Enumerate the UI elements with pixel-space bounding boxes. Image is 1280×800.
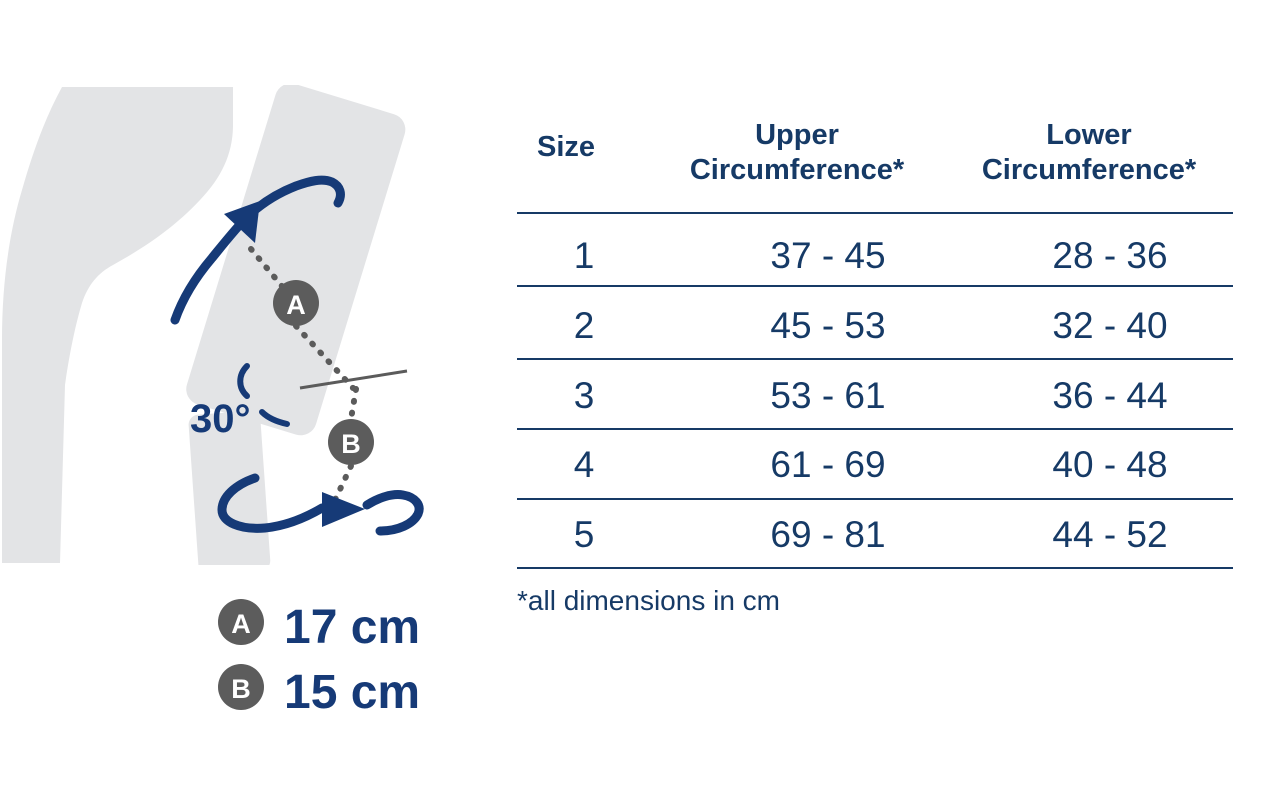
- svg-text:A: A: [231, 609, 251, 639]
- svg-text:30°: 30°: [190, 397, 251, 441]
- svg-text:15 cm: 15 cm: [284, 666, 420, 719]
- svg-text:A: A: [286, 290, 306, 320]
- svg-text:B: B: [231, 674, 251, 704]
- svg-text:17 cm: 17 cm: [284, 601, 420, 654]
- svg-text:B: B: [341, 429, 361, 459]
